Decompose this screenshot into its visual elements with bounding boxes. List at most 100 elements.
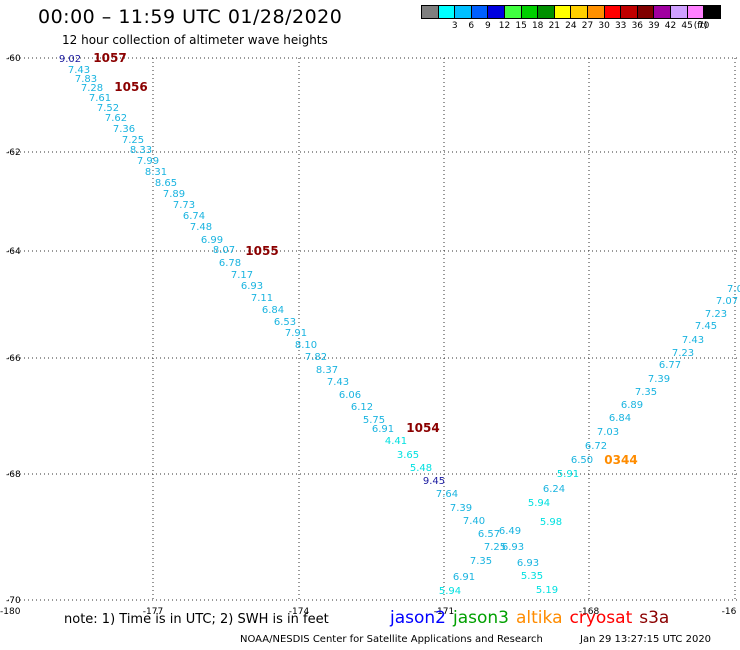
wave-height-reading: 4.41 <box>385 436 407 447</box>
longitude-label: -16 <box>722 607 737 617</box>
generated-timestamp: Jan 29 13:27:15 UTC 2020 <box>580 634 712 645</box>
wave-height-reading: 6.24 <box>543 484 565 495</box>
latitude-label: -60 <box>6 54 21 64</box>
wave-height-reading: 5.98 <box>540 517 562 528</box>
wave-height-reading: 6.12 <box>351 402 373 413</box>
wave-height-reading: 6.91 <box>372 424 394 435</box>
wave-height-reading: 6.93 <box>502 542 524 553</box>
wave-height-reading: 5.91 <box>557 469 579 480</box>
scale-tick-label: 6 <box>468 21 475 31</box>
page-subtitle: 12 hour collection of altimeter wave hei… <box>62 33 328 47</box>
wave-height-reading: 7.35 <box>470 556 492 567</box>
wave-height-reading: 7.62 <box>105 113 127 124</box>
scale-tick-label: 30 <box>598 21 610 31</box>
wave-height-reading: 6.72 <box>585 441 607 452</box>
latitude-label: -68 <box>6 470 21 480</box>
wave-height-reading: 7.25 <box>484 542 506 553</box>
wave-height-reading: 7.99 <box>137 156 159 167</box>
wave-height-reading: 7.36 <box>113 124 135 135</box>
wave-height-reading: 7.43 <box>68 65 90 76</box>
longitude-label: -177 <box>143 607 163 617</box>
scale-swatch <box>703 5 721 19</box>
wave-height-reading: 5.35 <box>521 571 543 582</box>
wave-height-reading: 5.48 <box>410 463 432 474</box>
wave-height-reading: 7.89 <box>163 189 185 200</box>
wave-height-reading: 6.89 <box>621 400 643 411</box>
wave-height-reading: 8.33 <box>130 145 152 156</box>
wave-height-reading: 7.17 <box>231 270 253 281</box>
wave-height-reading: 8.65 <box>155 178 177 189</box>
wave-height-reading: 7.91 <box>285 328 307 339</box>
wave-height-reading: 5.19 <box>536 585 558 596</box>
wave-height-reading: 7.82 <box>305 352 327 363</box>
wave-height-reading: 6.74 <box>183 211 205 222</box>
wave-height-reading: 5.94 <box>528 498 550 509</box>
scale-tick-label: 70 <box>697 21 710 31</box>
wave-height-reading: 7.43 <box>327 377 349 388</box>
wave-height-reading: 7.23 <box>672 348 694 359</box>
wave-height-reading: 7.73 <box>173 200 195 211</box>
scale-tick-label: 33 <box>614 21 627 31</box>
wave-height-reading: 6.93 <box>517 558 539 569</box>
wave-height-reading: 6.91 <box>453 572 475 583</box>
wave-height-reading: 6.53 <box>274 317 296 328</box>
wave-height-reading: 9.02 <box>59 54 81 65</box>
scale-tick-label: 27 <box>581 21 594 31</box>
wave-height-reading: 6.93 <box>241 281 263 292</box>
wave-height-reading: 7.11 <box>251 293 273 304</box>
wave-height-reading: 7.83 <box>75 74 97 85</box>
scale-tick-label: 42 <box>664 21 677 31</box>
scale-tick-label: 12 <box>498 21 511 31</box>
wave-height-reading: 7.39 <box>648 374 670 385</box>
longitude-labels: -180 -177 -174 -171 -168 -16 <box>0 607 737 617</box>
satellite-pass-labels: 1057 1056 1055 1054 0344 <box>93 51 637 467</box>
wave-height-reading: 6.78 <box>219 258 241 269</box>
wave-height-reading: 3.65 <box>397 450 419 461</box>
mission-jason3: jason3 <box>453 608 509 628</box>
wave-height-reading: 8.37 <box>316 365 338 376</box>
page-title: 00:00 – 11:59 UTC 01/28/2020 <box>38 6 343 28</box>
longitude-label: -180 <box>0 607 21 617</box>
credit-line: NOAA/NESDIS Center for Satellite Applica… <box>240 634 543 645</box>
pass-number-label: 1056 <box>114 80 147 94</box>
wave-height-reading: 7.0 <box>727 284 740 295</box>
wave-height-reading: 6.06 <box>339 390 361 401</box>
scale-unit-label: (ft) <box>693 21 708 31</box>
wave-height-reading: 9.45 <box>423 476 445 487</box>
mission-s3a: s3a <box>639 608 670 628</box>
scale-tick-label: 9 <box>485 21 491 31</box>
scale-tick-label: 36 <box>631 21 644 31</box>
wave-height-reading: 6.99 <box>201 235 223 246</box>
pass-number-label: 1057 <box>93 51 126 65</box>
scale-tick-label: 24 <box>565 21 577 31</box>
mission-altika: altika <box>516 608 563 628</box>
pass-number-label: 1055 <box>245 244 278 258</box>
wave-height-reading: 6.50 <box>571 455 593 466</box>
pass-number-label: 0344 <box>604 453 637 467</box>
scale-tick-label: 45 <box>681 21 693 31</box>
wave-height-reading: 6.84 <box>262 305 284 316</box>
wave-height-reading: 7.64 <box>436 489 458 500</box>
wave-height-reading: 7.52 <box>97 103 119 114</box>
wave-height-reading: 5.75 <box>363 415 385 426</box>
scale-tick-label: 18 <box>531 21 544 31</box>
wave-height-readings: 9.027.437.837.287.617.527.627.367.258.33… <box>59 54 740 597</box>
mission-cryosat: cryosat <box>569 608 633 628</box>
wave-height-reading: 7.23 <box>705 309 727 320</box>
longitude-label: -171 <box>434 607 454 617</box>
latitude-labels: -60 -62 -64 -66 -68 -70 <box>6 54 21 606</box>
wave-height-reading: 7.43 <box>682 335 704 346</box>
latitude-label: -66 <box>6 354 21 364</box>
footnote: note: 1) Time is in UTC; 2) SWH is in fe… <box>64 612 329 627</box>
wave-height-reading: 7.40 <box>463 516 485 527</box>
wave-height-reading: 7.45 <box>695 321 717 332</box>
wave-height-reading: 7.07 <box>716 296 738 307</box>
pass-number-label: 1054 <box>406 421 439 435</box>
color-scale-swatches <box>421 5 740 19</box>
wave-height-reading: 6.77 <box>659 360 681 371</box>
wave-height-reading: 7.61 <box>89 93 111 104</box>
wave-height-reading: 7.48 <box>190 222 212 233</box>
mission-legend: jason2 jason3 altika cryosat s3a <box>390 608 676 628</box>
wave-height-reading: 8.07 <box>213 245 235 256</box>
